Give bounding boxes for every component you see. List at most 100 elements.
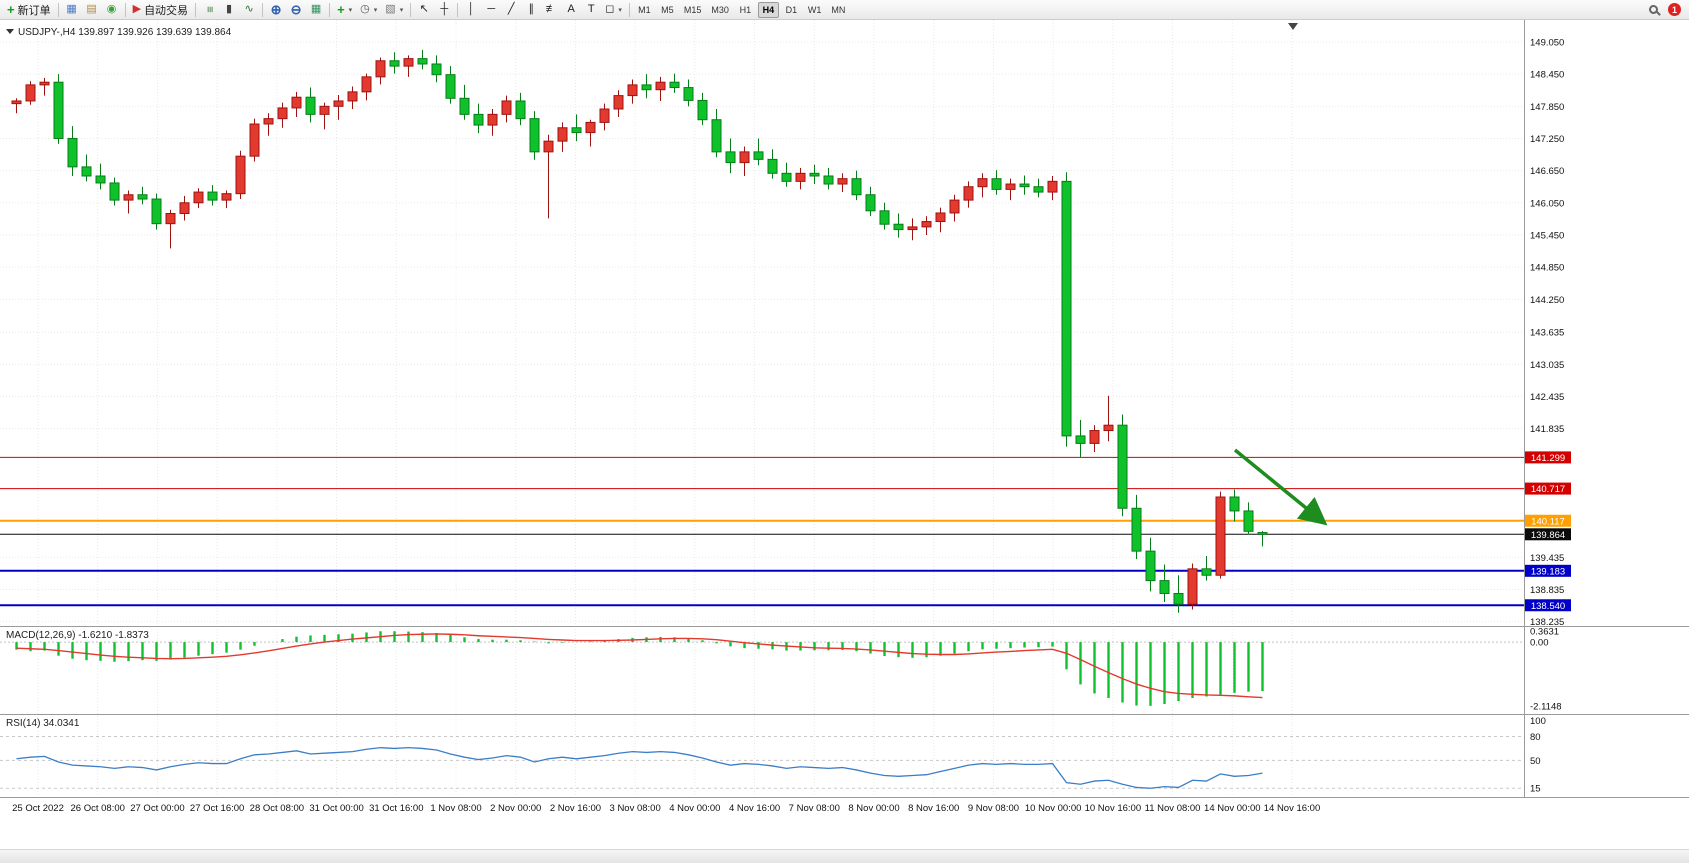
price-tick-label: 141.835 [1530,424,1564,435]
dropdown-arrow-icon: ▾ [618,6,622,14]
price-tick-label: 142.435 [1530,392,1564,403]
timeframe-h4-button[interactable]: H4 [757,1,779,18]
toolbar-right: 1 [1649,3,1686,16]
timeframe-w1-button[interactable]: W1 [807,4,822,15]
macd-tick-label: -2.1148 [1530,701,1562,712]
time-axis[interactable]: 25 Oct 2022 26 Oct 08:00 27 Oct 00:00 27 Oc… [12,803,1320,814]
line-chart-type-button[interactable]: ∿ [239,1,259,19]
time-axis-label: 26 Oct 08:00 [71,803,125,814]
symbol-dropdown-icon[interactable] [6,29,14,34]
bar-chart-type-button[interactable]: ≡ [199,1,219,19]
zoom-in-icon: ⊕ [270,2,282,17]
macd-tick-label: 0.00 [1530,638,1549,649]
grid [0,20,1524,797]
horizontal-line-icon: ─ [487,3,496,15]
zoom-out-icon: ⊖ [290,2,302,17]
horizontal-line-button[interactable]: ─ [481,1,501,19]
panel-separators[interactable] [0,20,1689,798]
vertical-line-button[interactable]: │ [461,1,481,19]
timeframe-mn-button[interactable]: MN [831,4,846,15]
rsi-line [16,746,1263,789]
cursor-icon: ↖ [419,3,429,15]
price-tick-label: 143.635 [1530,328,1564,339]
crosshair-button[interactable]: ┼ [434,1,454,19]
new-chart-icon: ▦ [66,3,77,15]
channel-button[interactable]: ∥ [521,1,541,19]
chart-area[interactable]: 149.050 148.450 147.850 147.250 146.650 146.0… [0,20,1689,849]
price-tag-label: 139.864 [1531,530,1565,541]
search-icon[interactable] [1649,5,1658,14]
text-icon: A [567,3,575,15]
toolbar-separator [124,2,126,17]
templates-button[interactable]: ▧ ▾ [381,1,407,19]
indicators-button[interactable]: + ▾ [333,1,356,19]
timeframe-m30-button[interactable]: M30 [711,4,729,15]
price-tick-label: 147.850 [1530,102,1564,113]
price-tick-label: 148.450 [1530,70,1564,81]
text-label-button[interactable]: T [581,1,601,19]
timeframe-m15-button[interactable]: M15 [683,4,702,15]
time-axis-label: 8 Nov 16:00 [908,803,959,814]
chart-symbol-ohlc-label: USDJPY-,H4 139.897 139.926 139.639 139.8… [18,27,232,38]
time-axis-label: 14 Nov 16:00 [1264,803,1321,814]
timeframe-d1-button[interactable]: D1 [785,4,798,15]
macd-indicator-label: MACD(12,26,9) -1.6210 -1.8373 [6,630,149,641]
time-axis-label: 27 Oct 00:00 [130,803,184,814]
macd-signal-line [16,633,1263,699]
candlestick-chart-type-icon: ▮ [226,3,233,15]
price-tag-label: 138.540 [1531,601,1565,612]
price-tick-label: 138.235 [1530,617,1564,628]
price-axis[interactable]: 149.050 148.450 147.850 147.250 146.650 146.0… [1530,38,1564,795]
tile-windows-button[interactable]: ▦ [306,1,326,19]
time-axis-label: 2 Nov 16:00 [550,803,601,814]
time-axis-label: 3 Nov 08:00 [610,803,661,814]
profiles-button[interactable]: ▤ [82,1,102,19]
trend-arrow-annotation[interactable] [1233,448,1328,526]
rsi-tick-label: 80 [1530,732,1541,743]
price-tick-label: 149.050 [1530,38,1564,49]
new-order-button[interactable]: + 新订单 [3,1,55,19]
trendline-icon: ╱ [507,3,515,15]
time-axis-label: 31 Oct 16:00 [369,803,423,814]
chart-background[interactable] [0,20,1689,849]
profiles-icon: ▤ [86,3,97,15]
crosshair-icon: ┼ [440,3,449,15]
shapes-button[interactable]: ◻ ▾ [601,1,626,19]
timeframe-m5-button[interactable]: M5 [661,4,674,15]
rsi-tick-label: 100 [1530,716,1546,727]
trendline-button[interactable]: ╱ [501,1,521,19]
text-button[interactable]: A [561,1,581,19]
zoom-out-button[interactable]: ⊖ [286,1,306,19]
timeframe-h1-button[interactable]: H1 [739,4,752,15]
auto-trading-button[interactable]: ▶ 自动交易 [129,1,192,19]
time-axis-label: 11 Nov 08:00 [1145,803,1201,814]
notification-badge[interactable]: 1 [1668,3,1681,16]
periods-clock-button[interactable]: ◷ ▾ [356,1,381,19]
fibonacci-button[interactable]: ≢ [541,1,561,19]
price-tick-label: 144.250 [1530,295,1564,306]
time-axis-label: 31 Oct 00:00 [309,803,363,814]
time-axis-label: 14 Nov 00:00 [1204,803,1261,814]
vertical-line-icon: │ [467,3,475,15]
templates-icon: ▧ [385,3,396,15]
toolbar: + 新订单 ▦ ▤ ◉ ▶ 自动交易 ≡ ▮ ∿ ⊕ ⊖ ▦ + ▾ ◷ ▾ ▧ ▾ ↖ ┼ │ ─ ╱ ∥ ≢ A T ◻ ▾ M1 M5 M… [0,0,1689,20]
time-axis-label: 27 Oct 16:00 [190,803,244,814]
chart-shift-marker[interactable] [1288,23,1298,30]
price-tag-label: 139.183 [1531,566,1565,577]
price-tag-label: 140.717 [1531,484,1565,495]
market-watch-icon: ◉ [106,3,117,15]
zoom-in-button[interactable]: ⊕ [266,1,286,19]
candlestick-chart-type-button[interactable]: ▮ [219,1,239,19]
timeframe-m1-button[interactable]: M1 [638,4,651,15]
time-axis-label: 7 Nov 08:00 [789,803,840,814]
market-watch-button[interactable]: ◉ [102,1,122,19]
price-tag-label: 140.117 [1531,516,1565,527]
price-level-tags: 141.299 140.717 140.117 139.864 139.183 138.5… [1525,451,1571,612]
text-label-icon: T [587,3,595,15]
new-chart-button[interactable]: ▦ [62,1,82,19]
cursor-button[interactable]: ↖ [414,1,434,19]
line-chart-type-icon: ∿ [244,3,254,15]
toolbar-separator [628,2,630,17]
price-tick-label: 146.050 [1530,198,1564,209]
